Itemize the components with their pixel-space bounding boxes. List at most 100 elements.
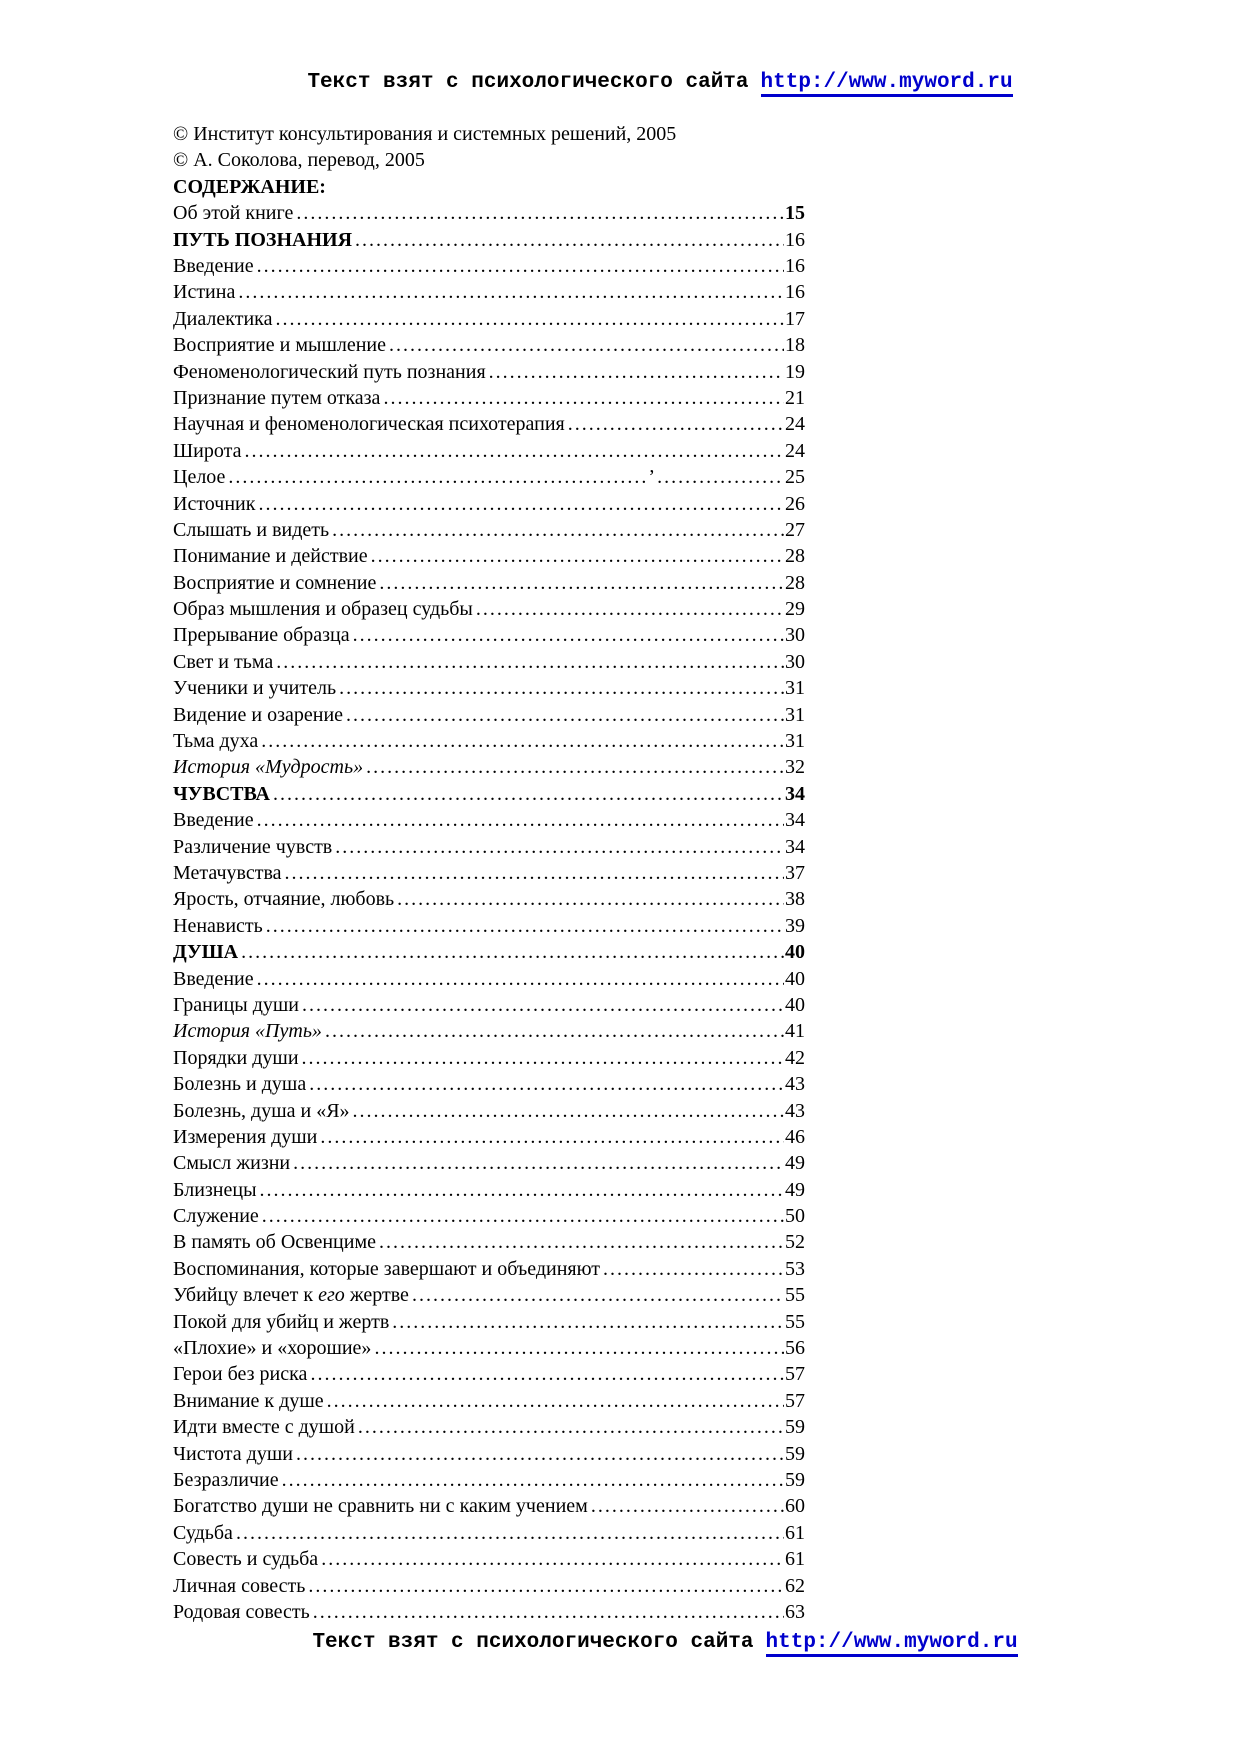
header-link[interactable]: http://www.myword.ru xyxy=(760,71,1013,97)
toc-entry: Границы души ...........................… xyxy=(173,992,805,1018)
toc-leader-dots: ........................................… xyxy=(256,809,784,832)
toc-leader-dots: ........................................… xyxy=(357,1416,784,1439)
toc-entry: Целое ..................................… xyxy=(173,464,805,490)
toc-entry-label: Прерывание образца xyxy=(173,624,350,647)
toc-entry: Герои без риска ........................… xyxy=(173,1361,805,1387)
toc-entry-page: 30 xyxy=(785,650,805,673)
toc-entry: Родовая совесть ........................… xyxy=(173,1599,805,1625)
toc-entry: Понимание и действие ...................… xyxy=(173,543,805,569)
toc-entry-label: ЧУВСТВА xyxy=(173,782,271,805)
toc-entry: Феноменологический путь познания .......… xyxy=(173,359,805,385)
toc-entry: Истина .................................… xyxy=(173,279,805,305)
toc-entry: История «Мудрость» .....................… xyxy=(173,754,805,780)
toc-entry-page: 31 xyxy=(785,730,805,753)
toc-entry-page: 52 xyxy=(785,1231,805,1254)
toc-leader-dots: ........................................… xyxy=(411,1284,784,1307)
toc-leader-dots: ........................................… xyxy=(339,677,784,700)
toc-entry: Тьма духа ..............................… xyxy=(173,728,805,754)
toc-entry-page: 34 xyxy=(785,782,805,805)
toc-leader-dots: ........................................… xyxy=(320,1125,784,1148)
toc-leader-dots: ........................................… xyxy=(265,914,784,937)
toc-entry-label: История «Путь» xyxy=(173,1020,322,1043)
toc-leader-dots: ........................................… xyxy=(309,1073,784,1096)
toc-entry-page: 50 xyxy=(785,1205,805,1228)
toc-entry-label: Восприятие и мышление xyxy=(173,334,386,357)
toc-leader-dots: ........................................… xyxy=(259,1178,784,1201)
toc-entry: Покой для убийц и жертв ................… xyxy=(173,1309,805,1335)
toc-leader-dots: ........................................… xyxy=(261,730,784,753)
footer-link[interactable]: http://www.myword.ru xyxy=(765,1631,1018,1657)
toc-entry: Введение ...............................… xyxy=(173,807,805,833)
toc-entry-label: Источник xyxy=(173,492,256,515)
toc-leader-dots: ........................................… xyxy=(326,1389,784,1412)
toc-entry-label: Родовая совесть xyxy=(173,1600,310,1623)
toc-entry: ДУША ...................................… xyxy=(173,939,805,965)
toc-leader-dots: ........................................… xyxy=(383,386,784,409)
toc-entry: Прерывание образца .....................… xyxy=(173,622,805,648)
toc-leader-dots: ........................................… xyxy=(281,1468,784,1491)
toc-entry: Видение и озарение .....................… xyxy=(173,702,805,728)
toc-entry-label: Личная совесть xyxy=(173,1574,306,1597)
toc-leader-dots: ........................................… xyxy=(346,703,784,726)
toc-entry-page: 32 xyxy=(785,756,805,779)
toc-entry-label: Диалектика xyxy=(173,307,273,330)
toc-entry-label: Смысл жизни xyxy=(173,1152,291,1175)
toc-entry-page: 59 xyxy=(785,1468,805,1491)
toc-entry-page: 59 xyxy=(785,1442,805,1465)
header-note: Текст взят с психологического сайта xyxy=(307,71,749,94)
toc-entry-page: 19 xyxy=(785,360,805,383)
toc-entry-page: 16 xyxy=(785,228,805,251)
toc-entry-label: Порядки души xyxy=(173,1046,299,1069)
toc-leader-dots: ........................................… xyxy=(388,334,784,357)
toc-leader-dots: ........................................… xyxy=(258,492,784,515)
toc-entry-label: Тьма духа xyxy=(173,730,259,753)
toc-entry-label: Научная и феноменологическая психотерапи… xyxy=(173,413,565,436)
toc-entry: Служение ...............................… xyxy=(173,1203,805,1229)
toc-leader-dots: ........................................… xyxy=(374,1337,784,1360)
toc-leader-dots: ........................................… xyxy=(310,1363,784,1386)
toc-entry: Метачувства ............................… xyxy=(173,860,805,886)
toc-entry: История «Путь» .........................… xyxy=(173,1018,805,1044)
toc-leader-dots: ........................................… xyxy=(244,439,784,462)
toc-entry-label: Чистота души xyxy=(173,1442,293,1465)
toc-entry-page: 24 xyxy=(785,439,805,462)
toc-entry-label: Внимание к душе xyxy=(173,1389,324,1412)
toc-entry-page: 31 xyxy=(785,677,805,700)
toc-leader-dots: ........................................… xyxy=(256,967,784,990)
copyright-line-2: © А. Соколова, перевод, 2005 xyxy=(173,149,425,172)
toc-entry-page: 21 xyxy=(785,386,805,409)
toc-entry-label: Образ мышления и образец судьбы xyxy=(173,598,473,621)
toc-entry-label: Признание путем отказа xyxy=(173,386,381,409)
toc-entry: Убийцу влечет к его жертве .............… xyxy=(173,1282,805,1308)
toc-entry-label: Различение чувств xyxy=(173,835,333,858)
toc-entry: Безразличие ............................… xyxy=(173,1467,805,1493)
toc-leader-dots: ........................................… xyxy=(241,941,784,964)
toc-leader-dots: ........................................… xyxy=(296,202,784,225)
toc-entry-page: 59 xyxy=(785,1416,805,1439)
toc-entry-label: Границы души xyxy=(173,993,300,1016)
toc-entry: Совесть и судьба .......................… xyxy=(173,1546,805,1572)
toc-entry-page: 63 xyxy=(785,1600,805,1623)
toc-leader-dots: ........................................… xyxy=(228,466,784,489)
table-of-contents: © Институт консультирования и системных … xyxy=(173,121,805,1625)
toc-entry: Признание путем отказа .................… xyxy=(173,385,805,411)
toc-entry-label: Воспоминания, которые завершают и объеди… xyxy=(173,1257,601,1280)
toc-entry-label: Болезнь и душа xyxy=(173,1073,307,1096)
toc-entry-label: Введение xyxy=(173,967,254,990)
toc-leader-dots: ........................................… xyxy=(256,255,784,277)
toc-entry: В память об Освенциме ..................… xyxy=(173,1229,805,1255)
toc-entry: Внимание к душе ........................… xyxy=(173,1388,805,1414)
toc-entry-page: 27 xyxy=(785,518,805,541)
footer-banner: Текст взят с психологического сайта http:… xyxy=(0,1630,1240,1657)
toc-leader-dots: ........................................… xyxy=(235,1521,784,1544)
toc-entry-label: Восприятие и сомнение xyxy=(173,571,377,594)
toc-leader-dots: ........................................… xyxy=(352,1099,784,1122)
toc-entry-page: 37 xyxy=(785,861,805,884)
toc-leader-dots: ........................................… xyxy=(321,1548,784,1571)
toc-entry-label: Видение и озарение xyxy=(173,703,344,726)
toc-entry-page: 34 xyxy=(785,835,805,858)
toc-entry: Введение ...............................… xyxy=(173,966,805,992)
toc-entry-label: Ненависть xyxy=(173,914,263,937)
toc-entry: Широта .................................… xyxy=(173,438,805,464)
